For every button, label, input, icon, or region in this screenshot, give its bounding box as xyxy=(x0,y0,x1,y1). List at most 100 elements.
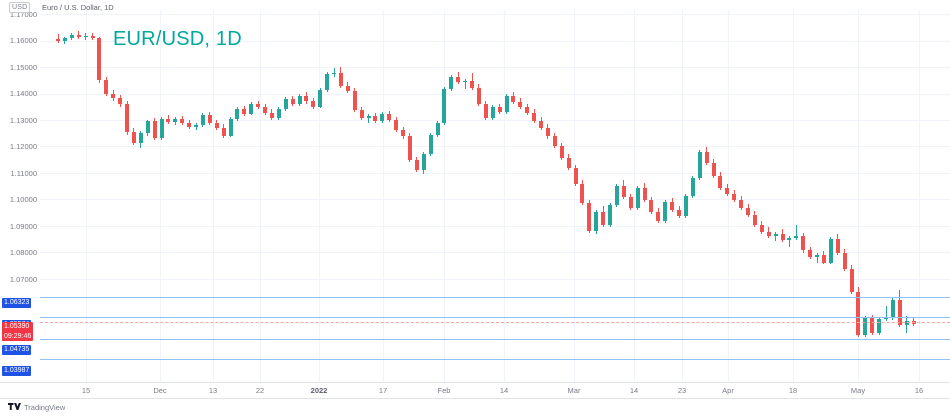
candlestick-body xyxy=(166,118,171,123)
horizontal-price-line[interactable] xyxy=(40,317,950,318)
grid-line-horizontal xyxy=(40,67,950,68)
candlestick-body xyxy=(725,188,730,194)
candlestick-wick xyxy=(464,78,466,89)
candlestick-body xyxy=(856,291,861,336)
candlestick-body xyxy=(111,93,116,99)
candlestick-body xyxy=(345,86,350,92)
candlestick-body xyxy=(407,136,412,161)
time-axis-tick: 16 xyxy=(914,386,924,395)
candlestick-body xyxy=(456,77,461,83)
grid-line-horizontal xyxy=(40,173,950,174)
candlestick-body xyxy=(221,127,226,136)
candlestick-body xyxy=(235,109,240,119)
price-axis[interactable]: 1.17000 1.16000 1.15000 1.14000 1.13000 1.120… xyxy=(0,10,40,382)
candlestick-body xyxy=(649,200,654,213)
candlestick-body xyxy=(332,72,336,75)
grid-line-vertical xyxy=(160,10,161,382)
grid-line-vertical xyxy=(682,10,683,382)
candlestick-body xyxy=(380,114,385,122)
candlestick-body xyxy=(421,153,426,170)
price-level-label[interactable]: 1.04735 xyxy=(2,345,32,355)
grid-line-horizontal xyxy=(40,279,950,280)
candlestick-body xyxy=(870,318,875,333)
price-axis-tick: 1.07000 xyxy=(9,274,37,284)
symbol-title[interactable]: Euro / U.S. Dollar, 1D xyxy=(42,3,114,12)
candlestick-body xyxy=(842,253,847,269)
candlestick-wick xyxy=(333,68,335,78)
current-price-line[interactable] xyxy=(40,322,950,323)
candlestick-body xyxy=(125,104,129,132)
price-lines-layer xyxy=(40,10,950,382)
price-label-value: 1.05390 xyxy=(4,323,30,330)
candlestick-body xyxy=(269,112,274,118)
time-axis-tick: May xyxy=(850,386,866,395)
candlestick-body xyxy=(642,188,647,201)
candlestick-body xyxy=(746,207,750,215)
candlestick-body xyxy=(511,95,516,102)
currency-badge: USD xyxy=(9,2,31,13)
candlestick-body xyxy=(283,99,288,110)
current-price-label[interactable]: 1.05390 09:29:46 xyxy=(2,322,34,341)
grid-layer xyxy=(40,10,950,382)
candlestick-body xyxy=(663,202,668,221)
time-axis-tick: 15 xyxy=(81,386,91,395)
grid-line-vertical xyxy=(858,10,859,382)
candlestick-body xyxy=(580,183,585,203)
price-level-label[interactable]: 1.03987 xyxy=(2,366,32,376)
candlestick-wick xyxy=(368,114,369,123)
candlestick-body xyxy=(366,115,371,118)
price-axis-tick: 1.10000 xyxy=(9,195,37,204)
time-axis-tick: 13 xyxy=(208,386,218,395)
price-level-label[interactable]: 1.06323 xyxy=(2,298,32,308)
candlestick-body xyxy=(794,236,799,238)
price-axis-tick: 1.12000 xyxy=(9,142,37,151)
time-axis-tick: Feb xyxy=(437,386,451,395)
grid-line-vertical xyxy=(383,10,384,382)
candlestick-body xyxy=(180,119,185,124)
chart-plot-area[interactable] xyxy=(40,10,950,382)
candlestick-body xyxy=(435,122,440,136)
candlestick-body xyxy=(815,255,819,258)
candlestick-body xyxy=(690,177,695,197)
candlestick-body xyxy=(76,35,81,38)
candlestick-body xyxy=(352,91,357,110)
candlestick-body xyxy=(194,125,198,128)
horizontal-price-line[interactable] xyxy=(40,359,950,360)
candlestick-body xyxy=(490,107,495,118)
grid-line-horizontal xyxy=(40,41,950,42)
candlestick-body xyxy=(897,300,902,325)
grid-line-vertical xyxy=(574,10,575,382)
candlestick-body xyxy=(835,238,840,254)
chart-footer: TradingView xyxy=(0,399,950,417)
candlestick-wick xyxy=(906,316,908,334)
grid-line-vertical xyxy=(728,10,729,382)
candlestick-body xyxy=(539,120,543,128)
candlestick-body xyxy=(297,95,302,105)
candlestick-body xyxy=(394,120,399,131)
candlestick-body xyxy=(759,225,764,232)
candlestick-body xyxy=(766,231,771,237)
candlestick-wick xyxy=(57,33,59,44)
grid-line-vertical xyxy=(793,10,794,382)
horizontal-price-line[interactable] xyxy=(40,339,950,340)
candlestick-body xyxy=(828,238,833,263)
grid-line-vertical xyxy=(86,10,87,382)
grid-line-horizontal xyxy=(40,199,950,200)
grid-line-horizontal xyxy=(40,226,950,227)
candlestick-body xyxy=(566,157,571,169)
candlestick-body xyxy=(118,98,123,105)
horizontal-price-line[interactable] xyxy=(40,297,950,298)
candlestick-body xyxy=(739,200,744,208)
candlestick-body xyxy=(587,202,592,231)
candlestick-body xyxy=(428,135,433,154)
candlestick-body xyxy=(173,119,178,123)
time-axis[interactable]: 15 Dec 13 22 2022 17 Feb 14 Mar 14 23 Apr 18 May 16 xyxy=(0,383,950,398)
grid-line-vertical xyxy=(444,10,445,382)
candlestick-body xyxy=(145,121,150,134)
tradingview-logo[interactable]: TradingView xyxy=(8,403,65,412)
candlestick-body xyxy=(518,101,523,108)
candlestick-body xyxy=(504,95,509,113)
candlestick-body xyxy=(877,319,882,333)
candlestick-body xyxy=(621,185,626,198)
candlestick-body xyxy=(552,136,557,146)
